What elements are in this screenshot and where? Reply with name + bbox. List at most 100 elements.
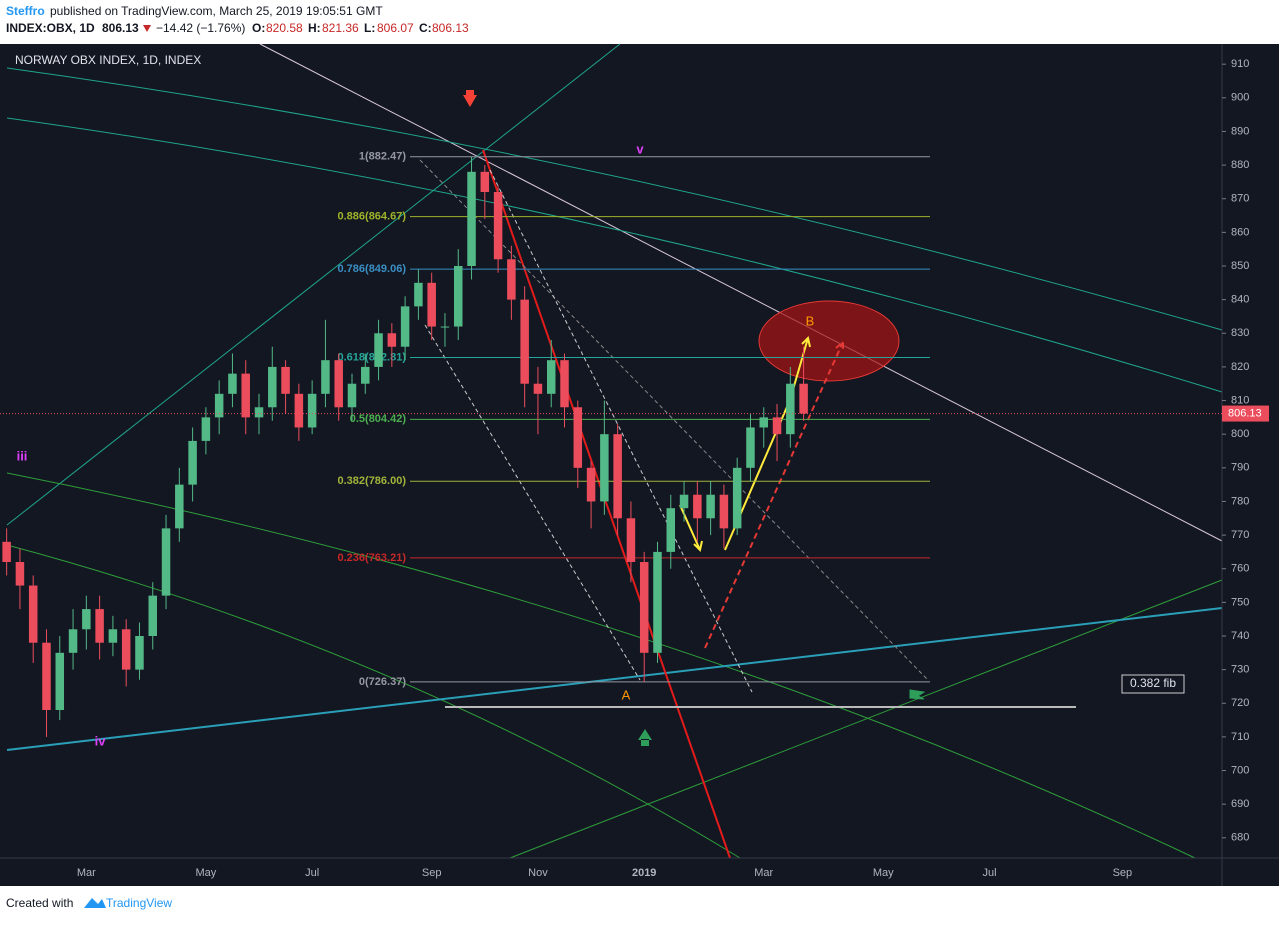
x-tick-label: May xyxy=(873,867,894,879)
down-arrow xyxy=(143,25,151,32)
flag xyxy=(909,689,926,700)
y-tick-label: 840 xyxy=(1231,294,1249,306)
candle-body xyxy=(307,393,317,428)
candle-body xyxy=(533,383,543,394)
candle-body xyxy=(188,440,197,485)
x-tick-label: Mar xyxy=(77,867,96,879)
candle-body xyxy=(281,366,290,394)
candle-body xyxy=(2,541,11,562)
candle-body xyxy=(427,282,436,327)
candle-body xyxy=(719,494,729,529)
y-tick-label: 750 xyxy=(1231,596,1249,608)
c-label: C: xyxy=(419,21,432,35)
target-zone xyxy=(758,300,900,382)
candle-body xyxy=(334,360,343,408)
arc xyxy=(6,117,1223,393)
fib-label: 0.382(786.00) xyxy=(338,475,407,487)
published: published on TradingView.com, March 25, … xyxy=(50,4,383,18)
fib-label: 0.236(763.21) xyxy=(338,552,407,564)
candle-body xyxy=(201,417,211,441)
candle-body xyxy=(400,306,410,347)
channel-line xyxy=(489,169,753,693)
y-tick-label: 910 xyxy=(1231,58,1249,70)
candle-body xyxy=(666,508,676,552)
candle-body xyxy=(82,609,91,630)
y-tick-label: 850 xyxy=(1231,260,1249,272)
author: Steffro xyxy=(6,4,45,18)
note-box xyxy=(1121,674,1185,694)
candle-body xyxy=(268,366,277,408)
candle-body xyxy=(639,562,649,653)
trend-line xyxy=(509,579,1223,859)
chart-background xyxy=(0,44,1279,886)
arrow xyxy=(679,504,703,552)
candle-body xyxy=(55,652,65,710)
candle-body xyxy=(28,585,38,643)
y-tick-label: 860 xyxy=(1231,226,1249,238)
candle-body xyxy=(241,373,250,418)
channel-line xyxy=(424,324,641,681)
fib-label: 0.5(804.42) xyxy=(350,413,407,425)
y-tick-label: 870 xyxy=(1231,193,1249,205)
y-tick-label: 780 xyxy=(1231,495,1249,507)
note: 0.382 fib xyxy=(1130,676,1176,690)
x-tick-label: Nov xyxy=(528,867,548,879)
candle-body xyxy=(626,518,636,562)
candle-body xyxy=(414,282,423,307)
candle-body xyxy=(653,551,662,653)
candle-body xyxy=(786,383,795,435)
candle-body xyxy=(467,171,476,266)
x-tick-label: Sep xyxy=(422,867,442,879)
candle-body xyxy=(148,595,158,636)
arc xyxy=(6,67,1223,331)
high: 821.36 xyxy=(322,21,359,35)
candle-body xyxy=(693,494,702,519)
candle-body xyxy=(613,434,622,519)
candle-body xyxy=(374,333,383,367)
trend-line xyxy=(6,43,621,526)
candle-body xyxy=(586,467,596,502)
y-tick-label: 790 xyxy=(1231,462,1249,474)
candle-body xyxy=(42,642,51,710)
candle-body xyxy=(361,366,370,384)
brand-logo xyxy=(84,898,106,908)
y-tick-label: 810 xyxy=(1231,394,1249,406)
wave-label: A xyxy=(622,687,631,702)
fib-label: 0.786(849.06) xyxy=(338,263,407,275)
footer-brand: TradingView xyxy=(106,896,172,910)
y-tick-label: 800 xyxy=(1231,428,1249,440)
price-badge-label: 806.13 xyxy=(1228,407,1262,419)
candle-body xyxy=(294,393,304,428)
candle-body xyxy=(440,326,450,328)
x-tick-label: Jul xyxy=(305,867,319,879)
y-tick-label: 720 xyxy=(1231,697,1249,709)
candle-body xyxy=(453,266,463,327)
candle-body xyxy=(759,417,769,428)
chart-title: NORWAY OBX INDEX, 1D, INDEX xyxy=(15,53,201,67)
bottom-marker xyxy=(638,729,652,746)
change: −14.42 (−1.76%) xyxy=(156,21,245,35)
candle-body xyxy=(15,562,25,586)
x-tick-label: Mar xyxy=(754,867,773,879)
price-badge xyxy=(1222,405,1269,422)
fib-label: 0.886(864.67) xyxy=(338,211,407,223)
trend-line xyxy=(482,149,731,859)
fib-label: 0.618(822.81) xyxy=(338,351,407,363)
h-label: H: xyxy=(308,21,321,35)
candle-body xyxy=(228,373,237,394)
y-tick-label: 890 xyxy=(1231,125,1249,137)
channel-line xyxy=(419,159,929,681)
candle-body xyxy=(135,636,144,670)
candle-body xyxy=(121,629,131,670)
y-tick-label: 730 xyxy=(1231,664,1249,676)
candle-body xyxy=(746,427,755,468)
candle-body xyxy=(214,393,224,418)
candle-body xyxy=(95,609,104,643)
candle-body xyxy=(493,192,503,260)
y-tick-label: 740 xyxy=(1231,630,1249,642)
y-tick-label: 680 xyxy=(1231,832,1249,844)
trend-line xyxy=(259,43,1223,542)
candle-body xyxy=(347,383,357,408)
